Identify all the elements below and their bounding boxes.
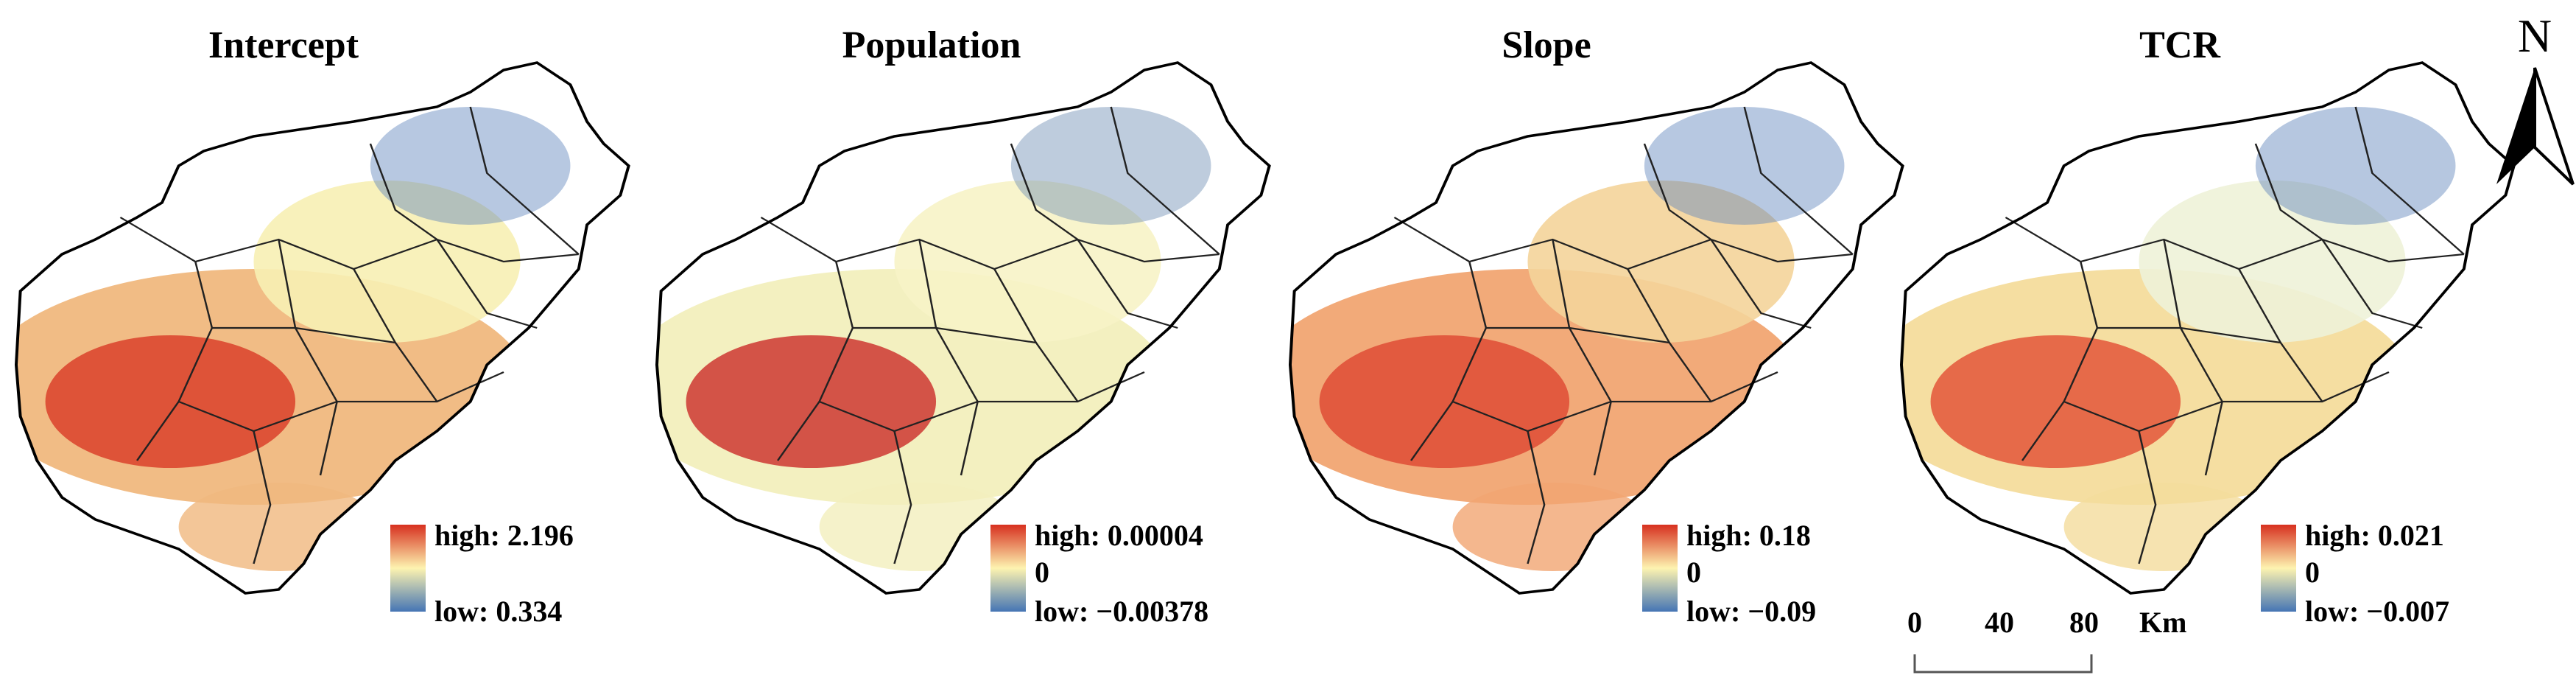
legend-mid-label: 0 bbox=[1035, 556, 1049, 589]
region-fill-hot bbox=[1319, 335, 1570, 468]
panel-title-slope: Slope bbox=[1502, 24, 1591, 66]
legend-low-label: low: −0.09 bbox=[1686, 595, 1816, 628]
legend-high-label: high: 0.18 bbox=[1686, 519, 1811, 552]
region-fill-south bbox=[1452, 483, 1653, 571]
county-boundary bbox=[2063, 371, 2390, 433]
panel-title-tcr: TCR bbox=[2139, 24, 2221, 66]
region-fill-pale bbox=[894, 181, 1161, 343]
county-boundary bbox=[1552, 239, 1612, 476]
county-boundary bbox=[253, 430, 272, 564]
scale-label-40: 40 bbox=[1985, 606, 2014, 639]
county-boundary bbox=[918, 239, 979, 476]
scale-unit: Km bbox=[2139, 606, 2186, 639]
county-boundary bbox=[2097, 326, 2281, 344]
county-boundary bbox=[436, 239, 538, 329]
legend-tcr: high: 0.021 0 low: −0.007 bbox=[2261, 519, 2449, 628]
county-boundary bbox=[469, 106, 580, 255]
county-boundary bbox=[1110, 106, 1220, 255]
county-boundary bbox=[2254, 143, 2323, 240]
legend-low-label: low: −0.007 bbox=[2305, 595, 2449, 628]
county-boundary bbox=[1710, 239, 1812, 329]
scale-bar: 0 40 80 Km bbox=[1907, 606, 2186, 674]
county-boundary bbox=[1410, 261, 1488, 461]
county-boundary bbox=[136, 261, 214, 461]
region-fill-pale bbox=[1527, 181, 1795, 343]
legend-high-label: high: 2.196 bbox=[434, 519, 574, 552]
map-panel-intercept: Intercept high: 2.196 low: 0.334 bbox=[14, 24, 630, 628]
north-label: N bbox=[2518, 10, 2552, 62]
region-fill-south bbox=[819, 483, 1020, 571]
county-boundary bbox=[819, 371, 1145, 433]
county-boundary bbox=[1527, 430, 1546, 564]
county-boundary bbox=[211, 326, 396, 344]
region-fill-pale bbox=[2139, 181, 2406, 343]
map-panel-tcr: TCR high: 0.021 0 low: −0.007 bbox=[1899, 24, 2516, 628]
county-boundary bbox=[178, 371, 504, 433]
legend-color-ramp bbox=[2261, 525, 2296, 612]
county-boundary bbox=[1010, 143, 1079, 240]
scale-label-0: 0 bbox=[1907, 606, 1922, 639]
county-boundary bbox=[1077, 239, 1178, 329]
region-fill-south bbox=[178, 483, 379, 571]
north-arrow-left bbox=[2496, 68, 2535, 184]
legend-population: high: 0.00004 0 low: −0.00378 bbox=[990, 519, 1208, 628]
region-fill-cool bbox=[2255, 107, 2456, 225]
legend-color-ramp bbox=[990, 525, 1026, 612]
map-panel-slope: Slope high: 0.18 0 low: −0.09 bbox=[1288, 24, 1904, 628]
county-boundary bbox=[2354, 106, 2465, 255]
legend-high-label: high: 0.021 bbox=[2305, 519, 2444, 552]
island-map-slope bbox=[1288, 61, 1904, 595]
region-fill-hot bbox=[686, 335, 937, 468]
panel-title-population: Population bbox=[842, 24, 1021, 66]
region-fill-cool bbox=[1644, 107, 1845, 225]
county-boundary bbox=[369, 143, 438, 240]
legend-high-label: high: 0.00004 bbox=[1035, 519, 1203, 552]
county-boundary bbox=[2138, 430, 2157, 564]
legend-mid-label: 0 bbox=[1686, 556, 1701, 589]
region-fill-pale bbox=[253, 181, 521, 343]
region-fill-cool bbox=[370, 107, 571, 225]
county-boundary bbox=[1643, 143, 1712, 240]
region-fill-hot bbox=[1930, 335, 2181, 468]
panel-title-intercept: Intercept bbox=[208, 24, 359, 66]
legend-low-label: low: −0.00378 bbox=[1035, 595, 1208, 628]
region-fill-cool bbox=[1010, 107, 1211, 225]
county-boundary bbox=[1743, 106, 1854, 255]
county-boundary bbox=[2021, 261, 2099, 461]
legend-mid-label: 0 bbox=[2305, 556, 2320, 589]
county-boundary bbox=[2163, 239, 2223, 476]
north-arrow-right bbox=[2533, 67, 2575, 186]
county-boundary bbox=[1485, 326, 1670, 344]
legend-low-label: low: 0.334 bbox=[434, 595, 562, 628]
county-boundary bbox=[776, 261, 854, 461]
county-boundary bbox=[1452, 371, 1778, 433]
region-fill-hot bbox=[45, 335, 296, 468]
county-boundary bbox=[2321, 239, 2423, 329]
legend-slope: high: 0.18 0 low: −0.09 bbox=[1642, 519, 1816, 628]
scale-bar-line bbox=[1913, 654, 2093, 674]
county-boundary bbox=[893, 430, 912, 564]
scale-label-80: 80 bbox=[2069, 606, 2099, 639]
region-fill-south bbox=[2063, 483, 2264, 571]
legend-intercept: high: 2.196 low: 0.334 bbox=[390, 519, 574, 628]
county-boundary bbox=[278, 239, 338, 476]
county-boundary bbox=[852, 326, 1037, 344]
legend-color-ramp bbox=[1642, 525, 1678, 612]
legend-color-ramp bbox=[390, 525, 426, 612]
map-panel-population: Population high: 0.00004 0 low: −0.00378 bbox=[655, 24, 1271, 628]
north-arrow-icon: N bbox=[2496, 10, 2575, 186]
